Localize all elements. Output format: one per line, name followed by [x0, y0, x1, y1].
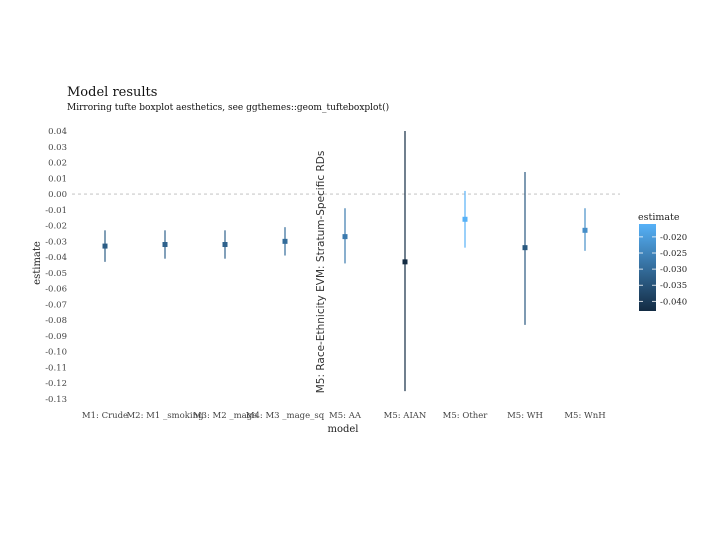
- x-tick-label: M1: Crude: [82, 411, 128, 421]
- estimate-point: [282, 238, 288, 244]
- estimate-point: [522, 245, 528, 251]
- chart-subtitle: Mirroring tufte boxplot aesthetics, see …: [67, 102, 389, 113]
- y-tick-label: -0.06: [45, 285, 67, 295]
- x-axis-label: model: [327, 424, 358, 435]
- y-axis-ticks: 0.04 0.03 0.02 0.01 0.00 -0.01 -0.02 -0.03 -0.04…: [45, 127, 67, 405]
- legend-tick-label: -0.040: [660, 297, 687, 307]
- y-tick-label: -0.03: [45, 237, 67, 247]
- y-tick-label: 0.00: [48, 190, 67, 200]
- x-tick-label: M5: Other: [443, 411, 489, 421]
- legend-ticks: -0.020 -0.025 -0.030 -0.035 -0.040: [639, 233, 687, 307]
- estimate-point: [222, 242, 228, 248]
- legend-title: estimate: [638, 212, 680, 223]
- estimate-point: [402, 259, 408, 265]
- legend-tick-label: -0.025: [660, 249, 687, 259]
- y-tick-label: -0.01: [45, 206, 67, 216]
- estimate-point: [582, 227, 588, 233]
- legend-tick-label: -0.035: [660, 281, 687, 291]
- x-tick-label: M5: AIAN: [384, 411, 427, 421]
- legend-tick-label: -0.030: [660, 265, 687, 275]
- chart-title: Model results: [67, 85, 157, 100]
- legend-tick-label: -0.020: [660, 233, 687, 243]
- y-tick-label: 0.04: [48, 127, 67, 137]
- y-tick-label: 0.03: [48, 143, 67, 153]
- y-tick-label: -0.07: [45, 300, 67, 310]
- y-tick-label: 0.02: [48, 159, 67, 169]
- estimate-point: [102, 243, 108, 249]
- x-tick-label: M5: AA: [329, 411, 362, 421]
- estimate-point: [462, 216, 468, 222]
- estimate-point: [162, 242, 168, 248]
- y-axis-label: estimate: [32, 241, 43, 285]
- y-tick-label: -0.04: [45, 253, 67, 263]
- estimate-point: [342, 234, 348, 240]
- y-tick-label: -0.08: [45, 316, 67, 326]
- y-tick-label: -0.11: [45, 363, 67, 373]
- y-tick-label: -0.02: [45, 222, 67, 232]
- legend: estimate -0.020 -0.025 -0.030 -0.035 -0.040: [638, 212, 687, 311]
- x-tick-label: M2: M1 _smoking: [126, 411, 204, 421]
- x-tick-label: M3: M2 _mage: [193, 411, 257, 421]
- y-tick-label: -0.05: [45, 269, 67, 279]
- x-tick-label: M5: WnH: [564, 411, 605, 421]
- y-tick-label: 0.01: [48, 174, 67, 184]
- legend-colorbar: [639, 224, 656, 311]
- x-tick-label: M4: M3 _mage_sq: [246, 411, 325, 421]
- y-tick-label: -0.10: [45, 348, 67, 358]
- plot-marks: [102, 131, 588, 392]
- y-tick-label: -0.09: [45, 332, 67, 342]
- x-tick-label: M5: WH: [507, 411, 543, 421]
- y-tick-label: -0.12: [45, 379, 67, 389]
- y-tick-label: -0.13: [45, 395, 67, 405]
- facet-strip-label: M5: Race-Ethnicity EVM: Stratum-Specific…: [315, 151, 327, 394]
